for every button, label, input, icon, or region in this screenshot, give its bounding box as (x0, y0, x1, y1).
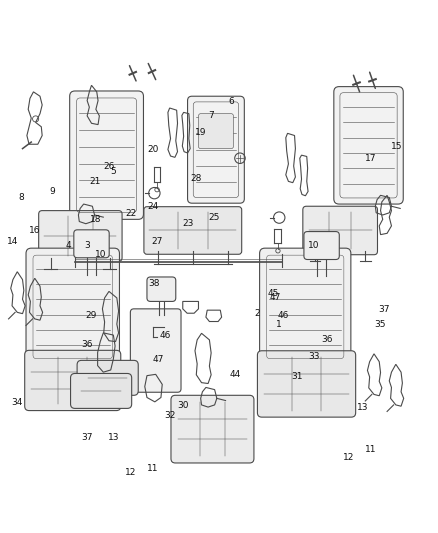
Text: 29: 29 (86, 311, 97, 320)
Text: 36: 36 (81, 340, 93, 349)
FancyBboxPatch shape (39, 211, 122, 261)
FancyBboxPatch shape (260, 248, 351, 366)
Text: 2: 2 (254, 309, 260, 318)
FancyBboxPatch shape (303, 206, 378, 255)
Text: 14: 14 (7, 237, 18, 246)
Text: 31: 31 (291, 372, 303, 381)
Text: 16: 16 (29, 226, 40, 235)
Text: 18: 18 (90, 215, 102, 224)
Text: 13: 13 (357, 402, 368, 411)
Text: 19: 19 (195, 127, 206, 136)
Text: 37: 37 (81, 433, 93, 442)
Text: 5: 5 (110, 167, 116, 176)
FancyBboxPatch shape (171, 395, 254, 463)
Text: 20: 20 (147, 145, 158, 154)
Text: 21: 21 (89, 177, 100, 186)
Text: 46: 46 (160, 331, 171, 340)
Text: 13: 13 (108, 433, 119, 442)
Text: 28: 28 (191, 174, 202, 183)
FancyBboxPatch shape (187, 96, 244, 203)
Text: 17: 17 (365, 154, 377, 163)
Text: 12: 12 (343, 453, 355, 462)
FancyBboxPatch shape (131, 309, 181, 392)
Text: 1: 1 (276, 320, 282, 329)
Text: 6: 6 (228, 97, 234, 106)
Text: 27: 27 (151, 237, 162, 246)
FancyBboxPatch shape (198, 114, 233, 149)
FancyBboxPatch shape (258, 351, 356, 417)
Text: 30: 30 (177, 401, 189, 410)
Text: 38: 38 (148, 279, 160, 288)
Text: 32: 32 (164, 411, 176, 421)
Text: 3: 3 (84, 241, 90, 251)
Text: 35: 35 (374, 320, 385, 329)
FancyBboxPatch shape (25, 350, 121, 410)
Text: 22: 22 (125, 209, 136, 218)
Text: 45: 45 (268, 289, 279, 298)
FancyBboxPatch shape (304, 231, 339, 260)
Text: 26: 26 (103, 163, 115, 172)
Text: 47: 47 (153, 354, 164, 364)
Text: 36: 36 (321, 335, 333, 344)
FancyBboxPatch shape (334, 87, 403, 204)
Text: 4: 4 (66, 241, 71, 251)
Text: 24: 24 (147, 202, 158, 211)
Text: 44: 44 (230, 370, 241, 379)
Text: 15: 15 (392, 142, 403, 151)
Text: 10: 10 (95, 250, 106, 259)
FancyBboxPatch shape (70, 91, 144, 220)
FancyBboxPatch shape (74, 230, 109, 258)
Text: 9: 9 (49, 187, 55, 196)
Text: 11: 11 (147, 464, 159, 473)
Text: 33: 33 (308, 351, 320, 360)
Text: 47: 47 (269, 294, 281, 302)
Text: 37: 37 (378, 305, 390, 314)
FancyBboxPatch shape (71, 374, 132, 408)
FancyBboxPatch shape (77, 360, 138, 395)
Text: 12: 12 (125, 468, 137, 477)
Text: 46: 46 (278, 311, 290, 320)
Text: 34: 34 (11, 398, 23, 407)
Text: 11: 11 (365, 445, 377, 454)
FancyBboxPatch shape (144, 207, 242, 254)
Text: 7: 7 (208, 111, 214, 120)
Text: 25: 25 (208, 213, 219, 222)
Text: 10: 10 (308, 241, 320, 250)
Text: 23: 23 (182, 219, 193, 228)
FancyBboxPatch shape (26, 248, 120, 366)
FancyBboxPatch shape (147, 277, 176, 302)
Text: 8: 8 (19, 193, 25, 202)
